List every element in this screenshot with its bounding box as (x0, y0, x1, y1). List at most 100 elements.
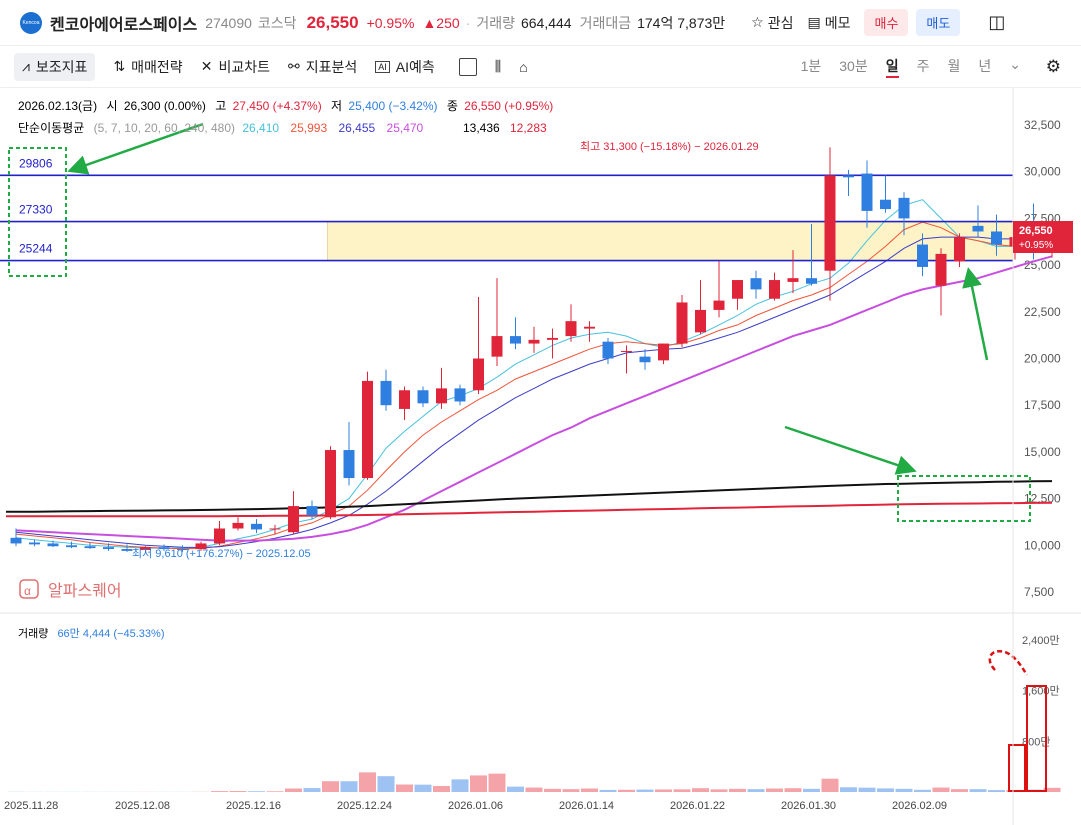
analysis-button[interactable]: ⚯ 지표분석 (288, 57, 357, 77)
ai-forecast-button[interactable]: AI AI예측 (375, 57, 435, 77)
period-month[interactable]: 월 (947, 57, 961, 74)
amount-value: 174억 7,873만 (637, 14, 726, 31)
stock-name[interactable]: 켄코아에어로스페이스 (50, 16, 198, 34)
x-tick-label: 2026.01.22 (670, 800, 725, 812)
indicator-label: 보조지표 (35, 58, 88, 75)
analysis-icon: ⚯ (287, 58, 300, 74)
candle-body (676, 302, 688, 344)
volume-bar (840, 787, 857, 792)
candle-body (362, 380, 373, 479)
strategy-label: 매매전략 (131, 58, 183, 75)
chevron-down-icon[interactable]: ⌄ (1009, 55, 1021, 72)
candle-body (84, 546, 96, 549)
volume-bar (784, 788, 802, 792)
candle-body (861, 173, 873, 211)
svg-text:α: α (24, 584, 31, 598)
memo-label: 메모 (824, 14, 851, 31)
volume-bar (322, 781, 339, 792)
volume-bar (673, 789, 691, 792)
period-1m[interactable]: 1분 (800, 57, 822, 74)
candle-body (935, 253, 947, 286)
x-tick-label: 2026.02.09 (892, 800, 947, 812)
camera-icon[interactable]: ⌂ (519, 58, 528, 75)
volume-bar (951, 789, 968, 792)
volume-bar (562, 789, 580, 792)
volume-bar (636, 789, 654, 792)
volume-bar (692, 788, 709, 792)
period-year[interactable]: 년 (978, 57, 992, 74)
buy-button[interactable]: 매수 (864, 9, 909, 36)
info-open-label: 시 (106, 99, 117, 113)
candle-body (565, 321, 577, 337)
stock-code: 274090 (205, 14, 252, 31)
volume-bar (266, 791, 284, 792)
compare-label: 비교차트 (218, 58, 270, 75)
watch-button[interactable]: ☆ 관심 (751, 13, 793, 33)
volume-legend-value: 66만 4,444 (−45.33%) (57, 627, 164, 640)
volume-bar (507, 786, 524, 792)
volume-bar (988, 790, 1005, 792)
candle-body (288, 506, 299, 533)
star-icon: ☆ (751, 14, 764, 30)
candle-body (473, 358, 484, 391)
ma-periods: (5, 7, 10, 20, 60, 240, 480) (94, 121, 235, 135)
volume-bar (396, 784, 413, 792)
candle-style-icon[interactable]: ⫼ (494, 58, 502, 74)
separator: · (465, 14, 471, 31)
info-close-label: 종 (447, 99, 458, 113)
volume-bar (414, 784, 432, 792)
compare-button[interactable]: ✕ 비교차트 (201, 57, 270, 77)
y-tick-label: 10,000 (1024, 538, 1061, 552)
candle-body (898, 197, 910, 219)
candle-body (10, 537, 22, 544)
y-tick-label: 32,500 (1024, 118, 1061, 132)
x-tick-label: 2026.01.06 (448, 800, 503, 812)
y-tick-label: 15,000 (1024, 445, 1061, 459)
indicator-button[interactable]: ⩘ 보조지표 (14, 52, 96, 81)
price-tag-value: 26,550 (1019, 225, 1053, 237)
volume-legend-label: 거래량 (18, 627, 48, 640)
square-tool-icon[interactable] (458, 57, 477, 76)
volume-bar (229, 791, 247, 792)
volume-bar (766, 788, 783, 792)
candle-body (343, 450, 355, 479)
candle-body (695, 309, 706, 333)
period-day[interactable]: 일 (885, 56, 899, 78)
candle-body (325, 450, 336, 518)
memo-button[interactable]: ▤ 메모 (807, 13, 850, 33)
x-tick-label: 2025.12.16 (226, 800, 281, 812)
volume-bar (655, 789, 672, 792)
volume-bar (914, 789, 931, 792)
info-low: 25,400 (−3.42%) (348, 99, 437, 113)
sell-button[interactable]: 매도 (916, 9, 961, 36)
volume-legend: 거래량 66만 4,444 (−45.33%) (18, 627, 165, 640)
y-tick-label: 7,500 (1024, 585, 1054, 599)
info-date: 2026.02.13(금) (18, 99, 97, 113)
candle-body (843, 175, 854, 178)
candle-body (66, 545, 77, 548)
ma10-line (15, 236, 1053, 549)
period-week[interactable]: 주 (916, 57, 930, 74)
info-row: 2026.02.13(금) 시 26,300 (0.00%) 고 27,450 … (18, 99, 553, 113)
change-pct: +0.95% (366, 14, 415, 31)
annotation-arrow (67, 122, 204, 175)
strategy-button[interactable]: ⇅ 매매전략 (113, 57, 182, 77)
volume-bar (858, 787, 876, 792)
x-tick-label: 2026.01.30 (781, 800, 836, 812)
candle-body (417, 390, 429, 404)
period-30m[interactable]: 30분 (839, 57, 868, 74)
candle-body (639, 356, 651, 363)
info-high: 27,450 (+4.37%) (233, 99, 322, 113)
candle-body (158, 547, 170, 550)
chart-toolbar: ⩘ 보조지표 ⇅ 매매전략 ✕ 비교차트 ⚯ 지표분석 AI AI예측 ⫼ ⌂ 1분 30… (0, 46, 1081, 88)
annotation-box (897, 475, 1031, 522)
price-chart[interactable]: 7,50010,00012,50015,00017,50020,00022,50… (0, 88, 1081, 825)
price-tag: 26,550 +0.95% (1013, 221, 1073, 253)
panel-toggle-icon[interactable]: ◫ (988, 12, 1006, 32)
volume-bar (211, 791, 228, 792)
gear-icon[interactable]: ⚙ (1045, 56, 1061, 76)
watermark-logo: α 알파스퀘어 (19, 579, 122, 600)
ma20-line (15, 255, 1053, 542)
candle-body (732, 280, 743, 299)
horizontal-line-label: 27330 (19, 203, 53, 217)
